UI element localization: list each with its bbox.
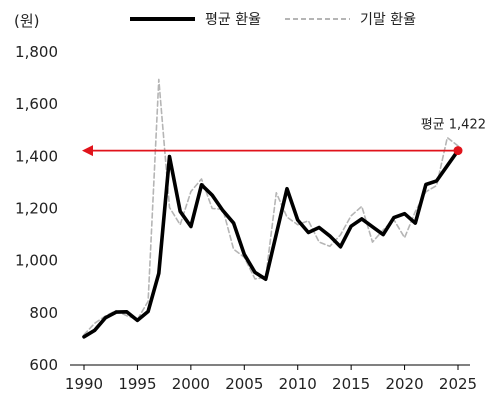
- reference-annotation-label: 평균 1,422: [421, 118, 486, 133]
- x-tick-label: 2000: [172, 375, 210, 393]
- y-tick-label: 1,000: [15, 252, 58, 270]
- series-line-average-rate: [82, 148, 460, 339]
- y-tick-label: 1,200: [15, 200, 58, 218]
- series-layer: [82, 78, 460, 339]
- series-line-period-end-rate: [83, 78, 459, 336]
- y-tick-label: 1,400: [15, 147, 58, 165]
- legend: 평균 환율 기말 환율: [130, 12, 416, 28]
- x-tick-label: 2010: [279, 375, 317, 393]
- y-axis-unit-label: (원): [14, 12, 40, 30]
- reference-layer: 평균 1,422: [82, 118, 486, 157]
- legend-label-average: 평균 환율: [205, 12, 261, 28]
- x-tick-label: 1995: [118, 375, 156, 393]
- y-tick-label: 800: [29, 304, 58, 322]
- x-tick-label: 2015: [332, 375, 370, 393]
- reference-endpoint-marker: [453, 146, 463, 156]
- x-tick-label: 2005: [225, 375, 263, 393]
- x-tick-label: 2020: [385, 375, 423, 393]
- y-tick-label: 600: [29, 356, 58, 374]
- reference-arrowhead: [82, 145, 93, 157]
- legend-label-period-end: 기말 환율: [360, 12, 416, 28]
- x-axis-ticks: 1990 1995 2000 2005 2010 2015 2020 2025: [65, 365, 477, 393]
- y-tick-label: 1,600: [15, 95, 58, 113]
- y-axis-ticks: 600 800 1,000 1,200 1,400 1,600 1,800: [15, 43, 58, 374]
- y-tick-label: 1,800: [15, 43, 58, 61]
- x-tick-label: 1990: [65, 375, 103, 393]
- x-tick-label: 2025: [439, 375, 477, 393]
